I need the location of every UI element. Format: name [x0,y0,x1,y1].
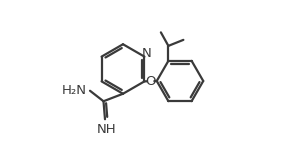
Text: N: N [141,47,151,60]
Text: H₂N: H₂N [62,84,87,96]
Text: NH: NH [97,123,116,136]
Text: O: O [145,75,156,88]
